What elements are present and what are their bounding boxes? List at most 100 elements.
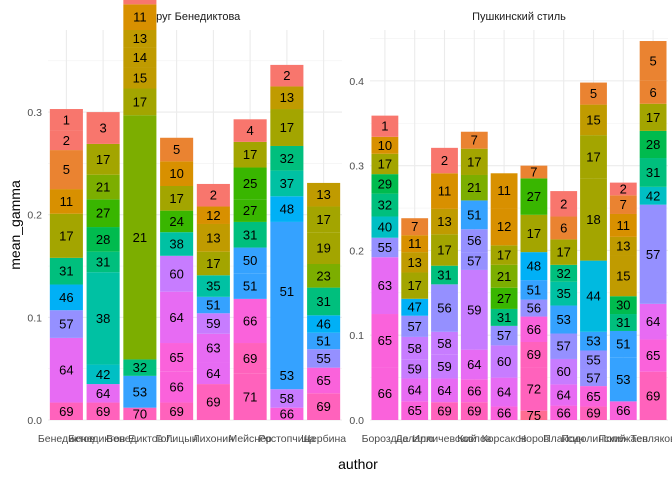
bar-segment [431, 331, 458, 355]
segment-label: 64 [556, 387, 570, 402]
bar-segment [580, 178, 607, 261]
bar-segment [371, 193, 399, 217]
segment-label: 53 [616, 372, 630, 387]
segment-label: 23 [316, 268, 330, 283]
segment-label: 50 [243, 253, 257, 268]
x-tick-label: Полежаев [599, 433, 649, 445]
segment-label: 66 [169, 380, 183, 395]
segment-label: 53 [586, 334, 600, 349]
segment-label: 25 [243, 176, 257, 191]
segment-label: 69 [96, 404, 110, 419]
x-tick-label: Тепляков [630, 433, 672, 445]
bar-segment [431, 284, 458, 332]
bar-segment [490, 264, 518, 288]
bar-segment [123, 67, 157, 89]
bar-segment [401, 298, 429, 316]
bar-segment [460, 174, 488, 201]
bar-segment [490, 325, 518, 346]
segment-label: 51 [280, 284, 294, 299]
segment-label: 19 [316, 241, 330, 256]
segment-label: 17 [280, 120, 294, 135]
bar-segment [160, 343, 194, 372]
y-tick-label: 0.0 [27, 415, 42, 427]
segment-label: 18 [586, 212, 600, 227]
segment-label: 17 [437, 243, 451, 258]
segment-label: 21 [133, 230, 147, 245]
segment-label: 66 [378, 386, 392, 401]
segment-label: 69 [243, 351, 257, 366]
segment-label: 11 [617, 218, 631, 233]
bar-segment [270, 361, 304, 390]
bar-segment [580, 104, 607, 136]
bar-segment [550, 281, 578, 306]
y-tick-label: 0.1 [27, 312, 42, 324]
segment-label: 46 [59, 290, 73, 305]
segment-label: 15 [133, 71, 147, 86]
bar-segment [196, 183, 230, 207]
bar-segment [401, 252, 429, 273]
segment-label: 65 [378, 333, 392, 348]
bar-segment [639, 204, 667, 304]
bar-segment [123, 375, 157, 408]
segment-label: 40 [378, 220, 392, 235]
bar-segment [609, 182, 637, 196]
bar-segment [86, 143, 120, 175]
bar-segment [431, 354, 458, 379]
segment-label: 57 [556, 339, 570, 354]
bar-segment [371, 216, 399, 238]
bar-segment [307, 367, 341, 394]
segment-label: 17 [646, 110, 660, 125]
y-tick-label: 0.3 [349, 161, 364, 173]
bar-segment [233, 343, 267, 374]
segment-label: 64 [407, 382, 421, 397]
x-axis-title: author [338, 456, 378, 472]
segment-label: 64 [646, 314, 660, 329]
bar-segment [639, 80, 667, 104]
bar-segment [520, 316, 548, 342]
x-tick-label: Голицын [156, 433, 198, 445]
segment-label: 66 [280, 406, 294, 421]
segment-label: 13 [206, 230, 220, 245]
bar-segment [490, 377, 518, 407]
segment-label: 51 [206, 298, 220, 313]
segment-label: 53 [280, 368, 294, 383]
bar-segment [233, 298, 267, 344]
bar-segment [639, 103, 667, 131]
segment-label: 58 [407, 341, 421, 356]
bar-segment [431, 147, 458, 174]
bar-segment [609, 255, 637, 297]
x-tick-label: Бенедиктов [38, 433, 95, 445]
segment-label: 14 [133, 50, 147, 65]
segment-label: 55 [316, 351, 330, 366]
bar-segment [401, 218, 429, 236]
bar-segment [196, 275, 230, 297]
segment-label: 71 [243, 389, 257, 404]
bar-segment [233, 247, 267, 274]
bar-segment [520, 410, 548, 420]
segment-label: 6 [560, 220, 567, 235]
x-tick-label: Деларю [396, 433, 434, 445]
bar-segment [307, 393, 341, 420]
bar-segment [270, 196, 304, 222]
x-tick-label: Норов [519, 433, 550, 445]
bar-segment [609, 296, 637, 315]
segment-label: 56 [437, 301, 451, 316]
segment-label: 47 [407, 300, 421, 315]
bar-segment [86, 272, 120, 365]
segment-label: 59 [437, 359, 451, 374]
segment-label: 57 [407, 319, 421, 334]
segment-label: 69 [59, 404, 73, 419]
bar-segment [307, 206, 341, 233]
segment-label: 27 [527, 189, 541, 204]
bar-segment [460, 229, 488, 253]
segment-label: 65 [316, 373, 330, 388]
y-axis-title: mean_gamma [7, 180, 23, 270]
x-tick-label: Подолинский [561, 433, 625, 445]
bar-segment [490, 245, 518, 265]
segment-label: 2 [63, 133, 70, 148]
segment-label: 21 [497, 269, 511, 284]
segment-label: 12 [497, 219, 511, 234]
bar-segment [270, 407, 304, 420]
bar-segment [307, 264, 341, 288]
bar-segment [49, 130, 83, 151]
